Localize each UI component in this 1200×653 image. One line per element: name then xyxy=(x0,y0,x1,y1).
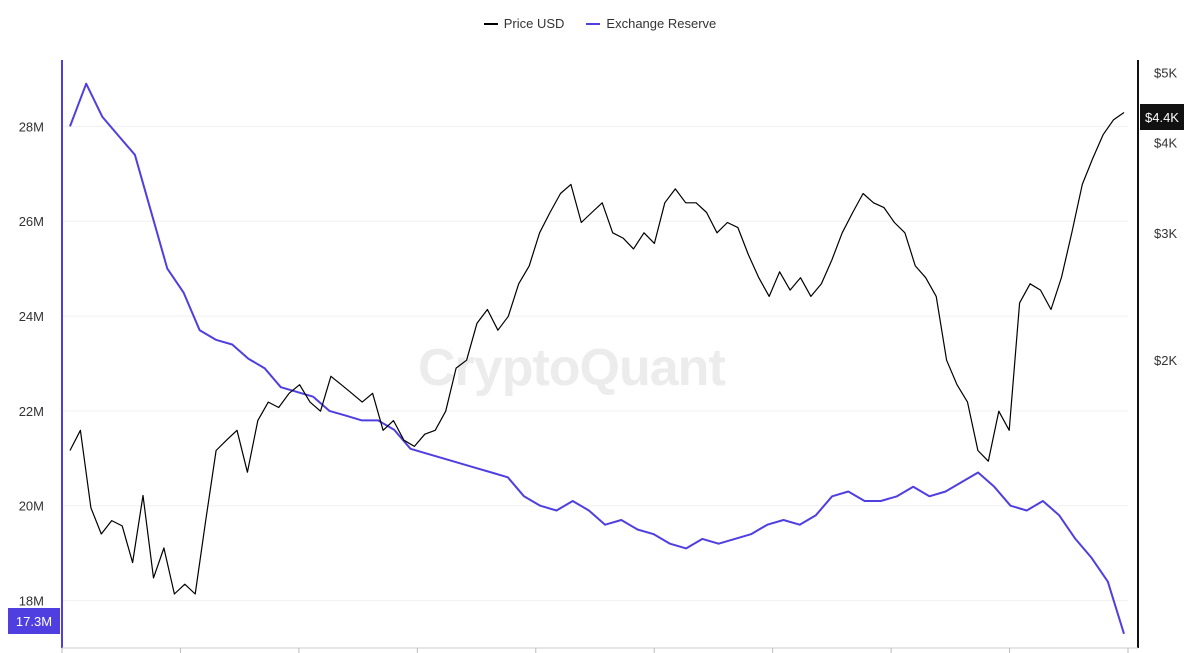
right-tick-label: $5K xyxy=(1154,65,1177,80)
legend-swatch-reserve xyxy=(586,22,601,25)
left-tick-label: 20M xyxy=(19,499,44,514)
left-tick-label: 26M xyxy=(19,214,44,229)
right-tick-label: $2K xyxy=(1154,353,1177,368)
series-line-exchange-reserve xyxy=(69,82,1125,635)
legend-label-price: Price USD xyxy=(503,16,565,31)
right-tick-label: $4K xyxy=(1154,135,1177,150)
legend-swatch-price xyxy=(483,22,498,25)
price-current-badge: $4.4K xyxy=(1140,104,1184,130)
left-tick-label: 22M xyxy=(19,404,44,419)
chart-legend: Price USD Exchange Reserve xyxy=(0,16,1200,31)
series-line-price-usd xyxy=(69,112,1125,595)
left-tick-label: 24M xyxy=(19,309,44,324)
reserve-current-badge: 17.3M xyxy=(8,608,60,634)
legend-item-reserve[interactable]: Exchange Reserve xyxy=(586,16,716,31)
legend-item-price[interactable]: Price USD xyxy=(483,16,565,31)
left-tick-label: 18M xyxy=(19,594,44,609)
right-tick-label: $3K xyxy=(1154,226,1177,241)
left-tick-label: 28M xyxy=(19,119,44,134)
legend-label-reserve: Exchange Reserve xyxy=(606,16,717,31)
